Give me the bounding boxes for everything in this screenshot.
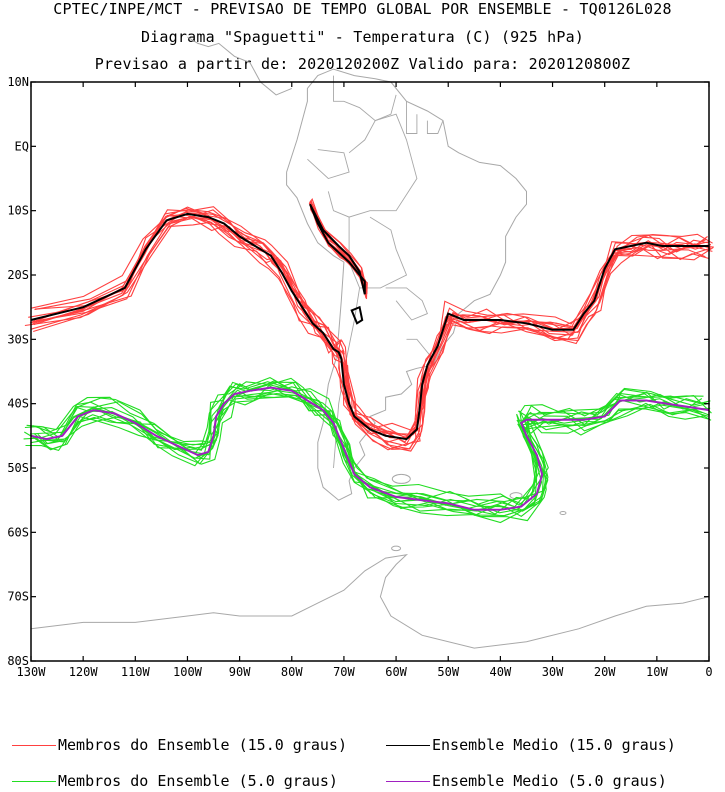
member-line-15 [30,216,710,451]
country-border [327,113,418,218]
x-tick-label: 110W [121,665,151,679]
x-tick-label: 120W [69,665,99,679]
mean-loop-15 [309,203,366,295]
island-outline [391,473,411,484]
y-tick-label: 50S [7,461,29,475]
central-america-coastline [187,36,292,96]
x-tick-label: 80W [281,665,303,679]
country-border [385,287,428,321]
legend-swatch-green [12,780,56,782]
plot-frame [30,81,710,662]
legend-label-members-5: Membros do Ensemble (5.0 graus) [58,772,338,790]
y-tick-label: 10S [7,204,29,218]
country-border [333,75,397,122]
legend-label-members-15: Membros do Ensemble (15.0 graus) [58,736,347,754]
legend-swatch-red [12,744,56,746]
member-line-5 [23,381,703,514]
country-border [426,120,444,134]
member-line-5 [25,392,705,524]
island-outline [391,545,402,552]
legend-item-members-15: Membros do Ensemble (15.0 graus) [12,736,347,754]
chart-title: CPTEC/INPE/MCT - PREVISAO DE TEMPO GLOBA… [53,0,672,18]
legend-swatch-black [386,744,430,746]
coastline-map [30,36,710,649]
mean-small-loop-15 [350,305,364,325]
x-tick-label: 60W [385,665,407,679]
x-tick-label: 10W [646,665,668,679]
legend-swatch-purple [386,780,430,782]
member-line-15 [28,207,707,443]
legend-item-mean-5: Ensemble Medio (5.0 graus) [386,772,667,790]
x-tick-label: 40W [490,665,512,679]
member-line-5 [34,390,710,517]
chart-subtitle-dates: Previsao a partir de: 2020120200Z Valido… [94,55,631,73]
member-line-5 [31,392,709,512]
country-border [406,338,433,359]
legend-label-mean-15: Ensemble Medio (15.0 graus) [432,736,676,754]
chart-subtitle: Diagrama "Spaguetti" - Temperatura (C) (… [140,28,585,46]
member-line-5 [24,376,704,506]
x-tick-label: 70W [333,665,355,679]
y-tick-label: 40S [7,397,29,411]
contour-lines [23,198,714,524]
y-tick-label: 10N [7,75,29,89]
y-tick-label: 70S [7,590,29,604]
member-line-15 [32,213,713,435]
x-tick-label: 20W [594,665,616,679]
legend-item-mean-15: Ensemble Medio (15.0 graus) [386,736,676,754]
country-border [348,216,408,289]
south-america-coastline [286,68,527,501]
legend-item-members-5: Membros do Ensemble (5.0 graus) [12,772,338,790]
y-tick-label: 60S [7,525,29,539]
island-outline [509,492,523,500]
x-tick-label: 100W [173,665,203,679]
y-tick-label: 20S [7,268,29,282]
x-tick-label: 0 [705,665,712,679]
member-line-15 [33,209,710,437]
x-tick-label: 30W [542,665,564,679]
member-line-5 [29,382,707,516]
y-tick-label: 30S [7,332,29,346]
member-line-15 [30,206,708,440]
island-outline [559,511,567,516]
member-line-5 [34,389,711,517]
country-border [307,149,350,180]
mean-line-5 [30,386,710,511]
x-tick-label: 90W [229,665,251,679]
x-tick-label: 130W [17,665,47,679]
y-tick-label: 80S [7,654,29,668]
member-line-15 [33,209,710,439]
legend-label-mean-5: Ensemble Medio (5.0 graus) [432,772,667,790]
antarctica-coastline [30,554,710,649]
member-line-15 [34,209,711,431]
mean-line-15 [30,212,709,441]
member-line-15 [24,214,706,447]
y-tick-label: EQ [15,139,29,153]
country-border [406,101,418,134]
x-tick-label: 50W [437,665,459,679]
